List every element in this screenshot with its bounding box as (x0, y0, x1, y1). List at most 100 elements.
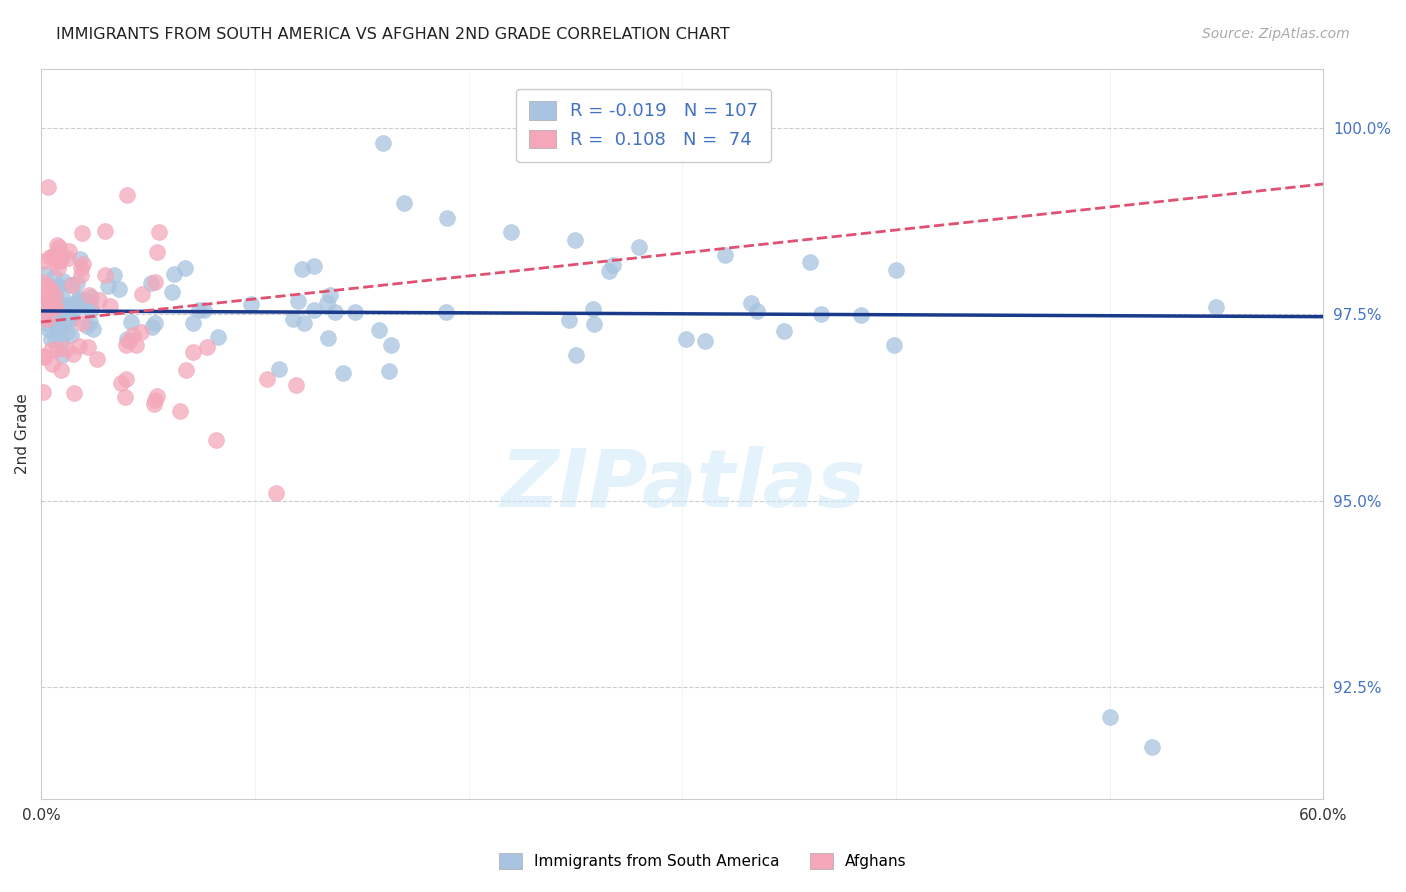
Point (69, 252, 91, 266)
Point (35, 296, 58, 310)
Point (44, 300, 66, 314)
Point (747, 304, 769, 318)
Point (32, 285, 55, 299)
Point (256, 372, 278, 386)
Point (55, 299, 77, 313)
Point (204, 434, 226, 448)
Legend: R = -0.019   N = 107, R =  0.108   N =  74: R = -0.019 N = 107, R = 0.108 N = 74 (516, 88, 770, 161)
Point (79, 296, 101, 310)
Point (67, 339, 90, 353)
Point (77, 288, 100, 302)
Point (332, 366, 354, 380)
Point (849, 308, 872, 322)
Point (48, 279, 70, 293)
Point (35, 290, 58, 304)
Point (146, 389, 169, 403)
Point (162, 285, 184, 300)
Point (598, 264, 620, 278)
Point (558, 313, 581, 327)
Point (45, 253, 67, 268)
Point (70, 268, 93, 282)
Point (94, 268, 117, 282)
Point (46, 245, 69, 260)
Point (291, 262, 314, 277)
Point (82, 322, 104, 336)
Point (98, 299, 121, 313)
Point (143, 316, 166, 330)
Point (628, 240, 651, 254)
Point (285, 377, 308, 392)
Point (59, 277, 82, 292)
Point (51, 305, 73, 319)
Point (264, 486, 287, 500)
Legend: Immigrants from South America, Afghans: Immigrants from South America, Afghans (494, 847, 912, 875)
Point (44, 289, 66, 303)
Point (97, 279, 120, 293)
Point (344, 304, 367, 318)
Point (56, 325, 79, 339)
Point (193, 302, 215, 317)
Point (51, 348, 73, 362)
Point (44, 270, 66, 285)
Point (70, 316, 93, 330)
Point (70, 226, 93, 240)
Point (693, 334, 716, 349)
Point (32, 275, 55, 289)
Point (115, 188, 138, 202)
Point (799, 255, 821, 269)
Point (195, 340, 218, 354)
Point (436, 211, 458, 225)
Point (66, 293, 89, 307)
Point (35, 312, 58, 326)
Point (46, 293, 69, 307)
Point (107, 282, 129, 296)
Point (46, 279, 69, 293)
Point (75, 293, 97, 307)
Point (52, 293, 75, 307)
Point (39, 299, 62, 313)
Point (76, 318, 98, 333)
Point (302, 302, 325, 317)
Point (72, 257, 94, 271)
Point (602, 258, 624, 272)
Point (740, 296, 762, 310)
Point (115, 371, 138, 385)
Point (143, 276, 166, 290)
Point (810, 307, 832, 321)
Point (141, 319, 163, 334)
Point (39, 343, 62, 357)
Point (207, 330, 229, 344)
Point (319, 287, 342, 301)
Point (37, 281, 59, 295)
Point (146, 245, 169, 260)
Point (1205, 300, 1227, 314)
Point (51, 302, 73, 317)
Point (62, 346, 84, 360)
Point (1142, 739, 1164, 754)
Point (181, 344, 204, 359)
Point (80, 302, 103, 317)
Text: Source: ZipAtlas.com: Source: ZipAtlas.com (1202, 27, 1350, 41)
Point (283, 311, 305, 326)
Point (55, 309, 77, 323)
Point (52, 315, 75, 329)
Point (675, 332, 697, 346)
Point (304, 259, 326, 273)
Point (371, 136, 394, 150)
Point (60, 312, 83, 326)
Point (114, 390, 136, 404)
Point (56, 298, 79, 312)
Point (34, 267, 56, 281)
Point (883, 338, 905, 352)
Point (118, 334, 141, 349)
Point (49, 362, 72, 376)
Point (37, 278, 59, 293)
Point (173, 261, 195, 276)
Point (51, 249, 73, 263)
Point (1098, 710, 1121, 724)
Point (122, 327, 145, 342)
Point (143, 393, 166, 408)
Point (114, 337, 136, 351)
Point (294, 317, 316, 331)
Point (32, 385, 55, 400)
